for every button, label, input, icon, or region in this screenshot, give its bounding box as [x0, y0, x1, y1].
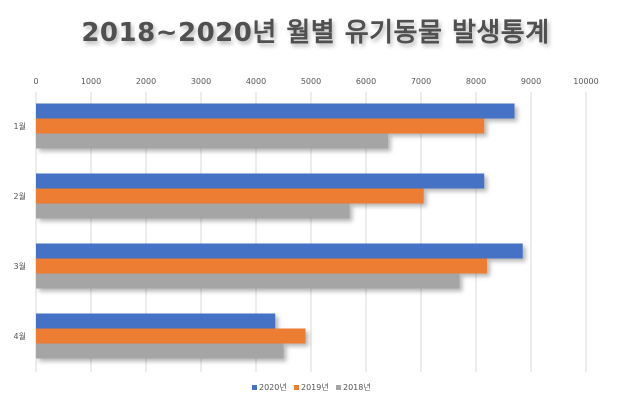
legend-swatch [336, 385, 341, 390]
bar-1-3 [36, 243, 523, 259]
chart-title: 2018~2020년 월별 유기동물 발생통계 [81, 18, 550, 48]
y-category-label: 2월 [14, 191, 26, 201]
x-tick-label: 7000 [411, 77, 431, 86]
bar-1-2 [36, 173, 485, 189]
x-tick-label: 2000 [136, 77, 156, 86]
x-tick-label: 0 [33, 77, 38, 86]
y-category-label: 3월 [14, 261, 26, 271]
legend-label: 2018년 [343, 382, 371, 392]
legend: 2020년 2019년 2018년 [252, 382, 371, 392]
legend-swatch [252, 385, 257, 390]
legend-label: 2020년 [259, 382, 287, 392]
bar-3-2 [36, 203, 350, 219]
y-axis-categories: 1월 2월 3월 4월 [14, 121, 26, 341]
x-axis-ticks: 0 1000 2000 3000 4000 5000 6000 7000 8000 9000 100… [33, 77, 598, 86]
bar-2-1 [36, 118, 485, 134]
y-category-label: 1월 [14, 121, 26, 131]
bar-3-1 [36, 133, 388, 149]
x-tick-label: 4000 [246, 77, 266, 86]
x-tick-label: 1000 [81, 77, 101, 86]
legend-swatch [294, 385, 299, 390]
x-tick-label: 3000 [191, 77, 211, 86]
bar-1-1 [36, 103, 515, 119]
y-category-label: 4월 [14, 331, 26, 341]
bar-1-4 [36, 313, 276, 329]
bar-2-4 [36, 328, 306, 344]
x-tick-label: 5000 [301, 77, 321, 86]
x-tick-label: 9000 [521, 77, 541, 86]
bar-3-3 [36, 273, 460, 289]
bar-2-3 [36, 258, 487, 274]
bar-2-2 [36, 188, 424, 204]
bar-3-4 [36, 343, 284, 359]
x-tick-label: 10000 [573, 77, 598, 86]
bars [36, 103, 523, 359]
x-tick-label: 6000 [356, 77, 376, 86]
legend-label: 2019년 [301, 382, 329, 392]
x-tick-label: 8000 [466, 77, 486, 86]
